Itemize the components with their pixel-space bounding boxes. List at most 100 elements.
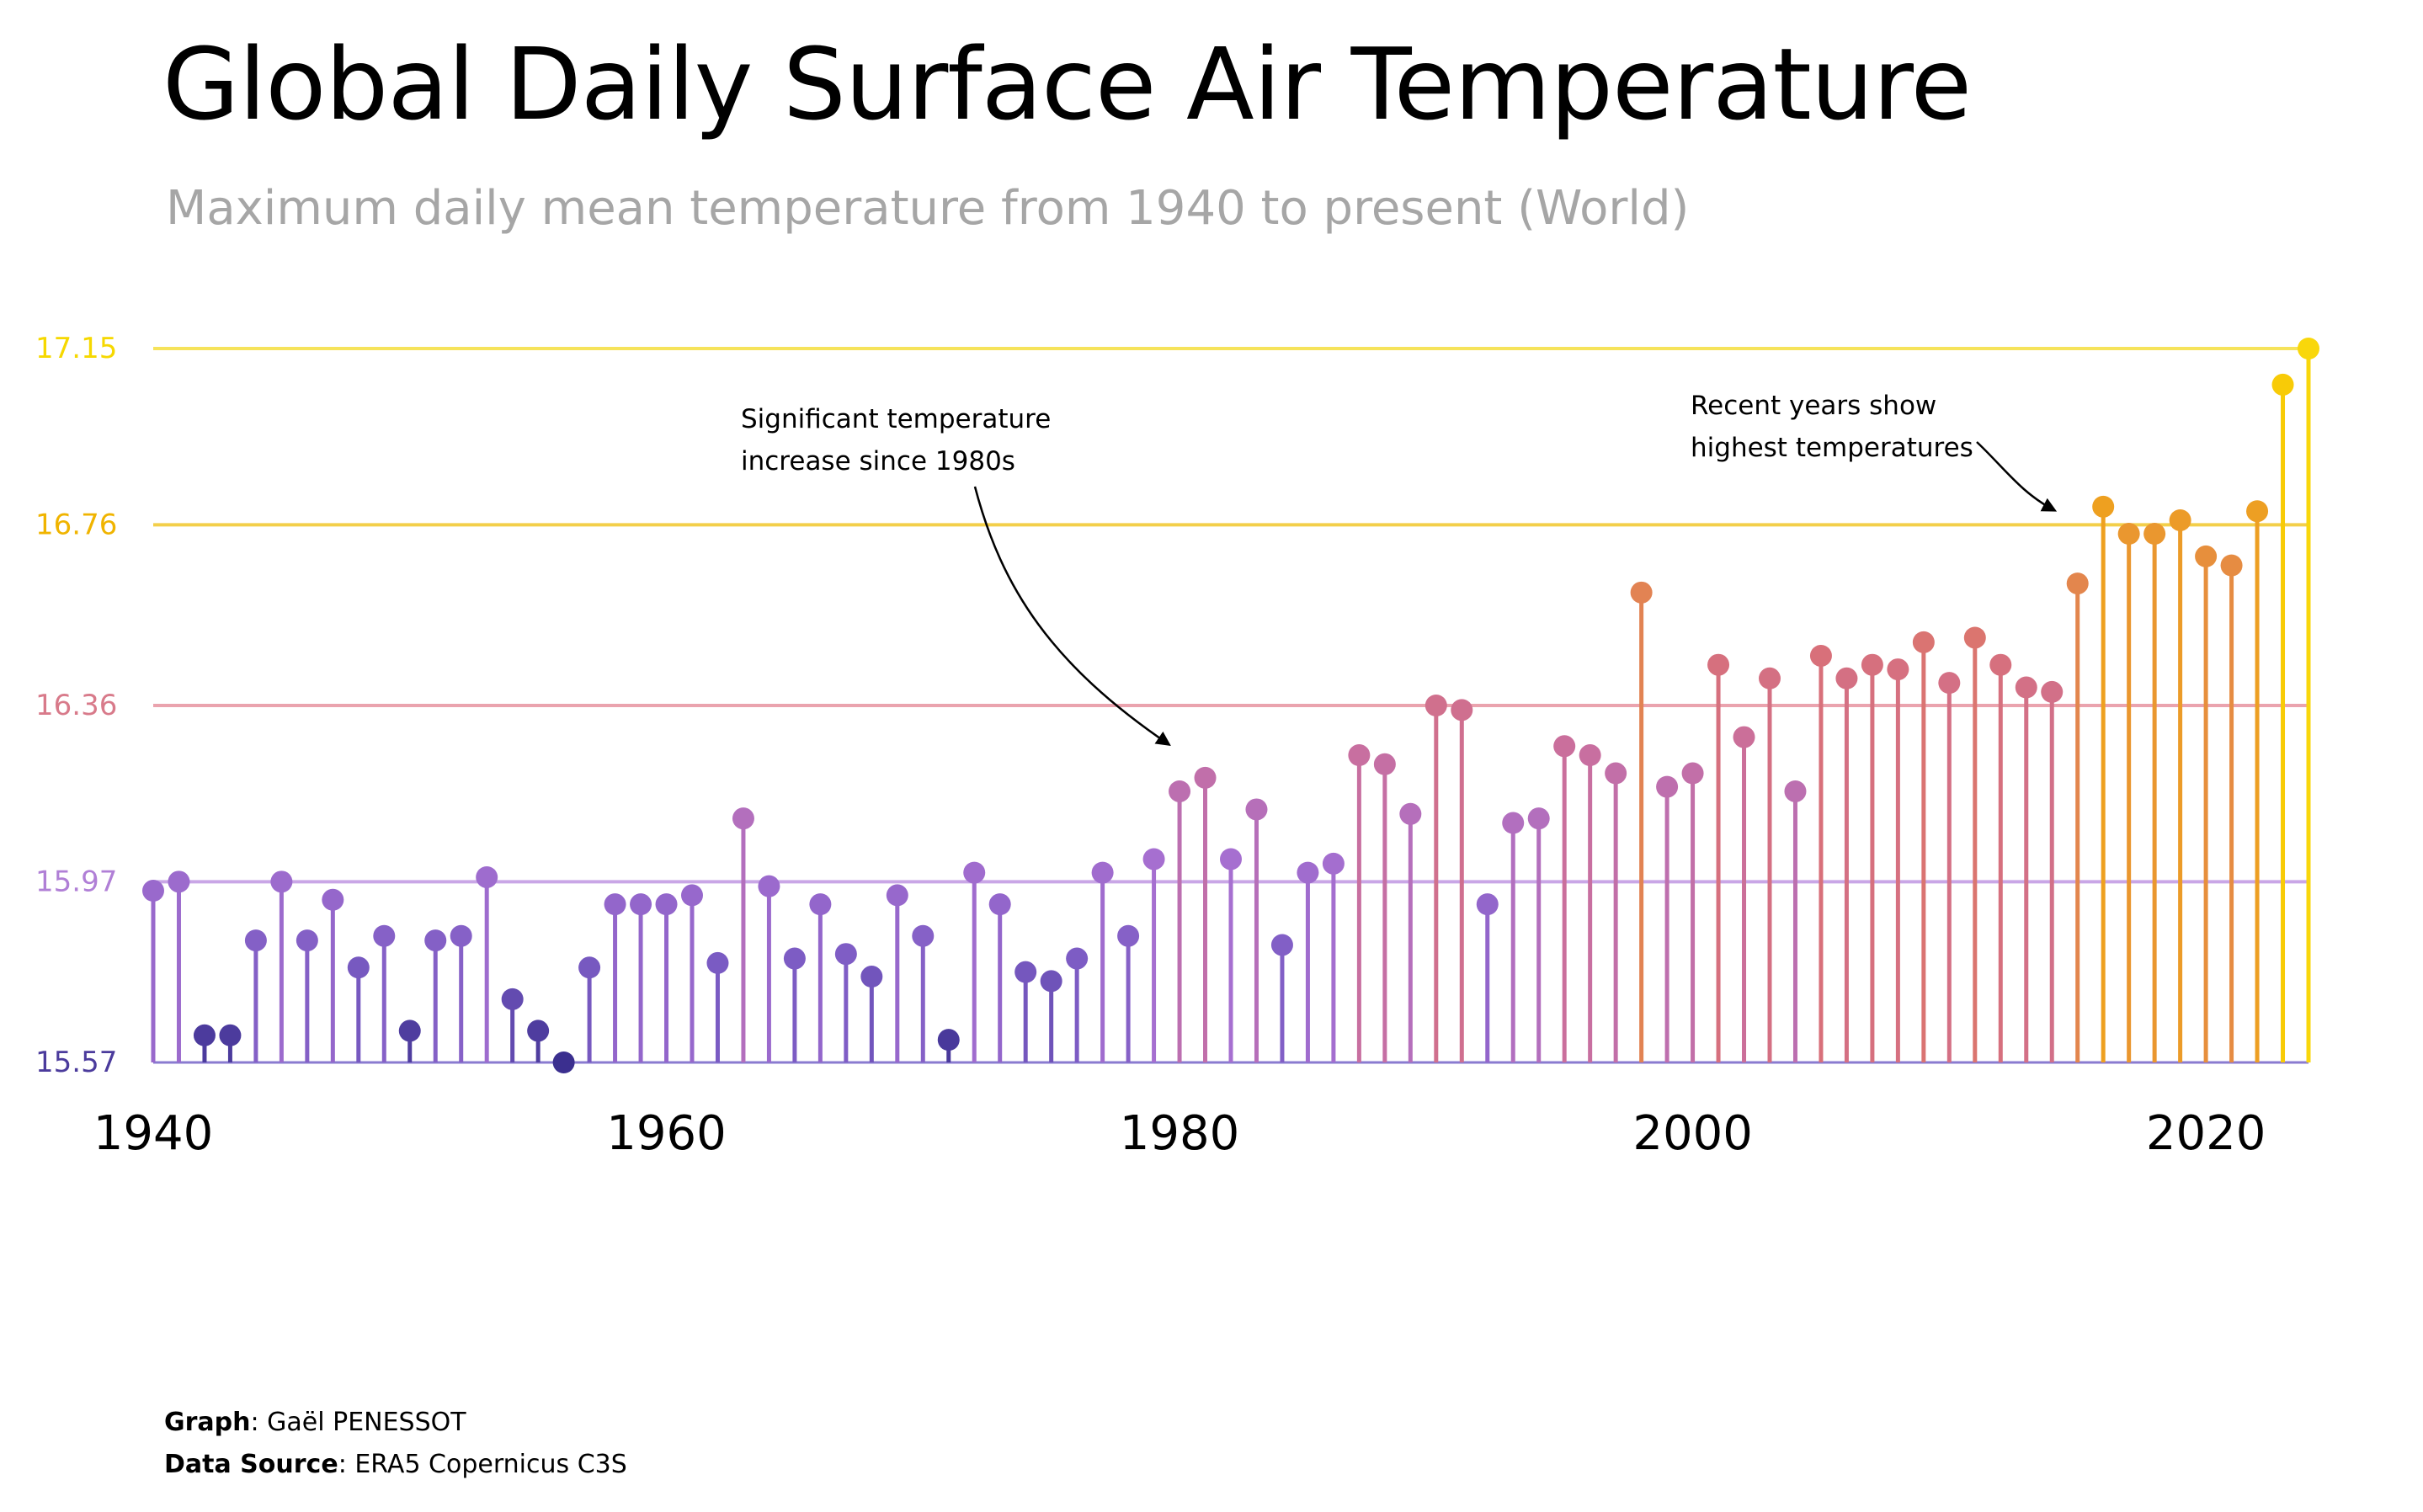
lollipop-dot [527, 1020, 550, 1042]
lollipop-dot [1220, 848, 1242, 870]
annotation-text: Significant temperature [741, 404, 1051, 434]
lollipop-dot [1373, 753, 1396, 775]
lollipop-dot [963, 861, 986, 884]
lollipop-dot [1245, 798, 1268, 821]
lollipop-dot [886, 884, 908, 907]
lollipop-dot [398, 1020, 421, 1042]
lollipop-dot [142, 880, 164, 902]
lollipop-dot [270, 870, 293, 893]
lollipop-dot [988, 893, 1011, 916]
lollipop-dot [1451, 699, 1473, 721]
x-tick-label: 2020 [2146, 1106, 2266, 1161]
lollipop-dot [296, 929, 318, 952]
annotation: Recent years show highest temperatures [1691, 391, 2058, 512]
lollipop-dot [1476, 893, 1499, 916]
x-tick-label: 1940 [93, 1106, 214, 1161]
lollipop-dot [1656, 775, 1679, 798]
page-title: Global Daily Surface Air Temperature [162, 26, 1972, 142]
lollipop-dot [1912, 631, 1935, 653]
lollipop-dot [655, 893, 678, 916]
lollipop-dot [219, 1024, 242, 1046]
lollipop-dot [193, 1024, 216, 1046]
annotation-text: Recent years show [1691, 391, 1936, 421]
lollipop-dot [1169, 780, 1191, 802]
lollipop-dot [2092, 495, 2115, 518]
credits: Graph: Gaël PENESSOT Data Source: ERA5 C… [164, 1402, 627, 1486]
annotation: Significant temperature increase since 19… [741, 404, 1171, 746]
lollipop-dot [681, 884, 703, 907]
annotation-text: highest temperatures [1691, 433, 1973, 463]
x-axis-ticks: 1940 1960 1980 2000 2020 [93, 1106, 2266, 1161]
lollipop-dot [1322, 852, 1345, 875]
lollipop-dot [1502, 812, 1525, 834]
lollipop-dot [1681, 762, 1704, 785]
lollipop-dot [1297, 861, 1319, 884]
lollipop-dot [2117, 523, 2140, 546]
lollipop-dot [450, 924, 472, 947]
lollipop-dot [809, 893, 832, 916]
lollipop-dot [1989, 653, 2012, 676]
lollipop-dot [2066, 572, 2089, 595]
lollipop-dot [1605, 762, 1627, 785]
lollipop-dot [347, 956, 370, 979]
lollipop-dot [1963, 626, 1986, 649]
lollipop-dot [1399, 802, 1422, 825]
lollipop-dot [1630, 581, 1653, 604]
graph-credit-label: Graph [164, 1408, 251, 1437]
lollipop-dot [937, 1029, 960, 1051]
graph-credit: Graph: Gaël PENESSOT [164, 1402, 627, 1444]
source-credit: Data Source: ERA5 Copernicus C3S [164, 1444, 627, 1486]
lollipop-dot [1784, 780, 1807, 802]
lollipop-dot [373, 924, 396, 947]
lollipop-dot [912, 924, 935, 947]
annotation-arrow [973, 486, 1171, 746]
lollipop-dot [1809, 644, 1832, 667]
lollipop-dot [860, 966, 883, 988]
lollipop-dot [1579, 744, 1601, 767]
y-tick-label: 15.57 [35, 1046, 117, 1079]
y-tick-label: 17.15 [35, 332, 117, 365]
lollipop-dot [1938, 672, 1961, 695]
lollipop-dot [1194, 766, 1217, 789]
source-credit-value: : ERA5 Copernicus C3S [338, 1450, 627, 1479]
lollipop-dot [783, 947, 806, 970]
lollipop-dot [1527, 807, 1550, 830]
lollipop-dot [1553, 735, 1576, 758]
lollipop-dot [758, 875, 780, 897]
lollipop-dot [1759, 667, 1781, 689]
lollipop-dot [2143, 523, 2166, 546]
lollipop-dot [1040, 970, 1062, 993]
lollipop-dot [1066, 947, 1089, 970]
lollipop-dot [578, 956, 601, 979]
lollipop-dot [168, 870, 190, 893]
lollipop-dot [630, 893, 652, 916]
lollipop-dot [1707, 653, 1730, 676]
lollipop-dot [244, 929, 267, 952]
x-tick-label: 1980 [1120, 1106, 1240, 1161]
x-tick-label: 2000 [1632, 1106, 1753, 1161]
lollipop-dot [1091, 861, 1114, 884]
lollipop-dot [2220, 554, 2243, 577]
y-tick-label: 15.97 [35, 865, 117, 898]
lollipop-dot [1425, 695, 1447, 716]
lollipop-dot [1014, 961, 1037, 983]
lollipop-dot [2015, 676, 2037, 699]
y-tick-label: 16.36 [35, 689, 117, 722]
lollipop-dot [834, 943, 857, 966]
lollipop-dot [2246, 500, 2269, 523]
lollipop-dots [142, 338, 2319, 1073]
lollipop-dot [2195, 545, 2218, 567]
lollipop-dot [1861, 653, 1883, 676]
page-subtitle: Maximum daily mean temperature from 1940… [166, 181, 1690, 236]
y-tick-label: 16.76 [35, 508, 117, 541]
lollipop-dot [2169, 508, 2191, 531]
lollipop-dot [706, 951, 729, 974]
annotations: Significant temperature increase since 19… [741, 391, 2058, 746]
lollipop-dot [476, 865, 498, 888]
lollipop-dot [1117, 924, 1140, 947]
lollipop-dot [1887, 658, 1909, 681]
annotation-text: increase since 1980s [741, 446, 1015, 476]
lollipop-dot [552, 1051, 575, 1073]
graph-credit-value: : Gaël PENESSOT [250, 1408, 466, 1437]
